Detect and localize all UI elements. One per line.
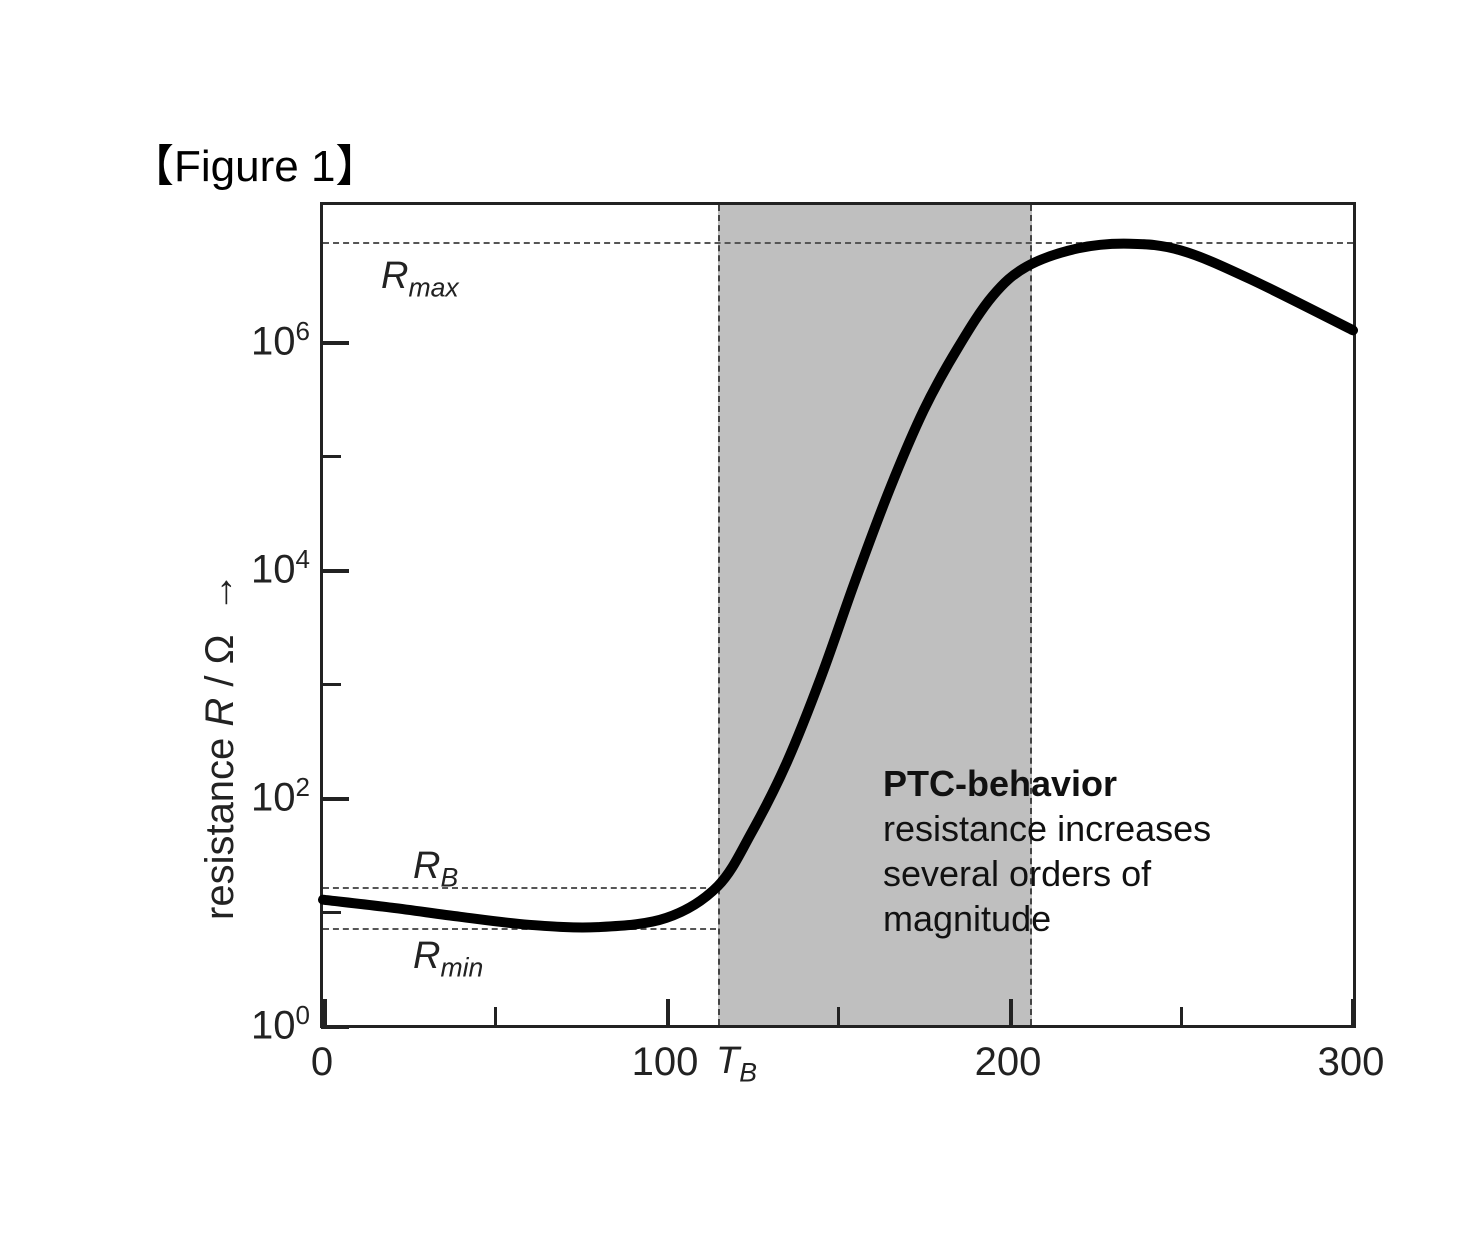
y-tick-label-1e2: 102 <box>210 772 310 820</box>
figure-caption: 【Figure 1】 <box>130 130 379 194</box>
t-b-label: TB <box>716 1040 757 1089</box>
x-tick-label-200: 200 <box>975 1040 1042 1085</box>
plot-area: Rmax RB Rmin PTC-behavior resistance inc… <box>320 202 1356 1028</box>
y-tick-label-1e4: 104 <box>210 544 310 592</box>
page-root: 【Figure 1】 resistance R / Ω → 100 102 10… <box>0 0 1476 1249</box>
y-axis-title: resistance R / Ω → <box>198 572 243 920</box>
y-tick-label-1e0: 100 <box>210 1000 310 1048</box>
x-tick-label-300: 300 <box>1318 1040 1385 1085</box>
x-tick-label-0: 0 <box>311 1040 333 1085</box>
y-tick-label-1e6: 106 <box>210 316 310 364</box>
x-tick-label-100: 100 <box>632 1040 699 1085</box>
resistance-curve <box>323 205 1353 1025</box>
